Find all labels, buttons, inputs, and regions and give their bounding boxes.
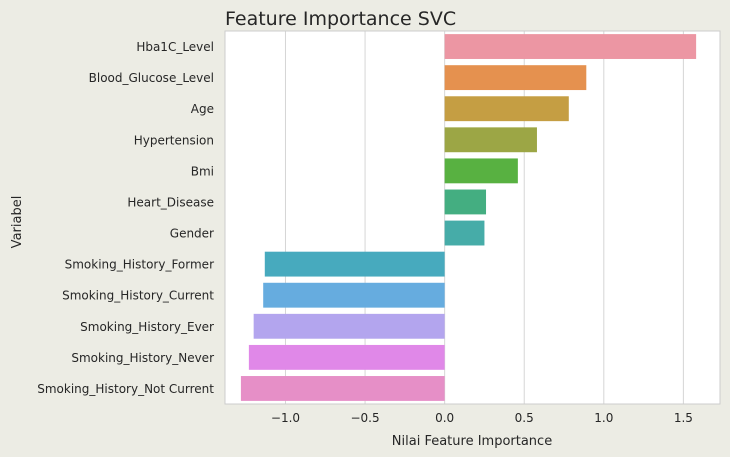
x-tick-label: −1.0: [271, 411, 300, 425]
y-tick-label: Smoking_History_Former: [65, 258, 214, 272]
bar-smoking-history-current: [263, 282, 445, 308]
bar-age: [444, 96, 569, 122]
bar-hypertension: [444, 127, 537, 153]
x-tick-label: −0.5: [350, 411, 379, 425]
bar-smoking-history-never: [248, 344, 445, 370]
bar-smoking-history-ever: [253, 313, 445, 339]
y-axis-label: Variabel: [10, 196, 25, 249]
y-tick-labels: Hba1C_Level Blood_Glucose_Level Age Hyperte…: [37, 40, 214, 396]
x-tick-label: 1.0: [594, 411, 613, 425]
bar-heart-disease: [444, 189, 487, 215]
y-tick-label: Age: [191, 102, 214, 116]
grid-lines: [284, 31, 684, 404]
x-tick-labels: −1.0 −0.5 0.0 0.5 1.0 1.5: [271, 411, 693, 425]
plot-frame: [224, 30, 721, 405]
bar-smoking-history-former: [264, 251, 445, 277]
x-tick-label: 1.5: [674, 411, 693, 425]
y-tick-label: Gender: [170, 227, 214, 241]
bar-gender: [444, 220, 485, 246]
y-tick-label: Blood_Glucose_Level: [89, 71, 214, 85]
y-tick-label: Bmi: [191, 164, 214, 178]
y-tick-label: Smoking_History_Ever: [80, 320, 214, 334]
y-tick-label: Smoking_History_Current: [62, 289, 214, 303]
bar-smoking-history-not-current: [240, 376, 445, 401]
plot-area: [225, 31, 720, 404]
y-tick-label: Smoking_History_Not Current: [37, 382, 214, 396]
x-axis-label: Nilai Feature Importance: [392, 434, 552, 449]
y-tick-label: Smoking_History_Never: [71, 351, 214, 365]
y-tick-label: Hba1C_Level: [136, 40, 214, 54]
bar-bmi: [444, 158, 518, 184]
x-tick-label: 0.0: [435, 411, 454, 425]
bar-hba1c-level: [444, 34, 697, 59]
bar-blood-glucose-level: [444, 65, 587, 91]
chart-title: Feature Importance SVC: [225, 8, 456, 30]
x-tick-label: 0.5: [515, 411, 534, 425]
bars: [240, 34, 697, 401]
y-tick-label: Hypertension: [134, 133, 214, 147]
y-tick-label: Heart_Disease: [127, 195, 214, 209]
